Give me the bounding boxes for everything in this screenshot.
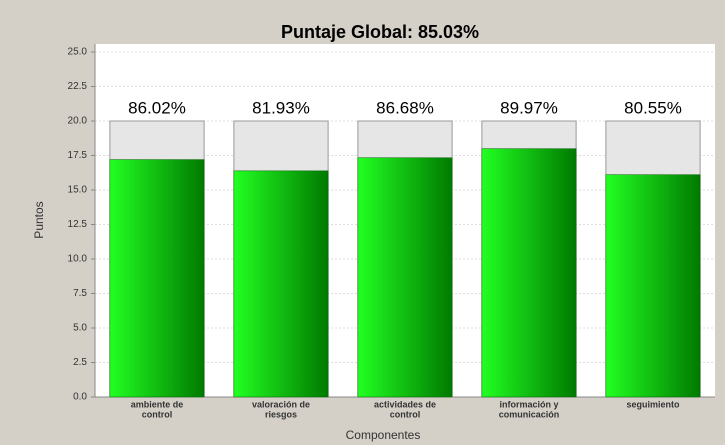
y-tick-label: 17.5 [68,150,88,161]
x-axis-label: Componentes [346,428,421,442]
bar [481,148,577,398]
value-label: 86.68% [376,98,434,117]
value-label: 81.93% [252,98,310,117]
y-tick-label: 0.0 [73,392,87,403]
bar [605,174,701,398]
value-label: 89.97% [500,98,558,117]
y-tick-label: 12.5 [68,219,88,230]
x-tick-label: actividades de [374,399,436,409]
x-tick-label: valoración de [252,399,310,409]
y-tick-label: 20.0 [68,116,88,127]
chart-title: Puntaje Global: 85.03% [281,22,479,42]
y-tick-label: 7.5 [73,288,87,299]
y-tick-label: 5.0 [73,323,87,334]
value-label: 86.02% [128,98,186,117]
bar [109,159,205,398]
x-tick-label: ambiente de [131,399,184,409]
value-label: 80.55% [624,98,682,117]
x-tick-label: riesgos [265,409,297,419]
x-tick-label: información y [499,399,558,409]
y-tick-label: 2.5 [73,357,87,368]
y-tick-label: 25.0 [68,47,88,58]
x-tick-label: comunicación [499,409,560,419]
x-tick-label: seguimiento [626,399,680,409]
bar [233,170,329,398]
bar [357,157,453,398]
x-tick-label: control [142,409,173,419]
y-tick-label: 15.0 [68,185,88,196]
y-tick-label: 10.0 [68,254,88,265]
x-tick-label: control [390,409,421,419]
y-axis-label: Puntos [32,201,46,238]
y-tick-label: 22.5 [68,81,88,92]
